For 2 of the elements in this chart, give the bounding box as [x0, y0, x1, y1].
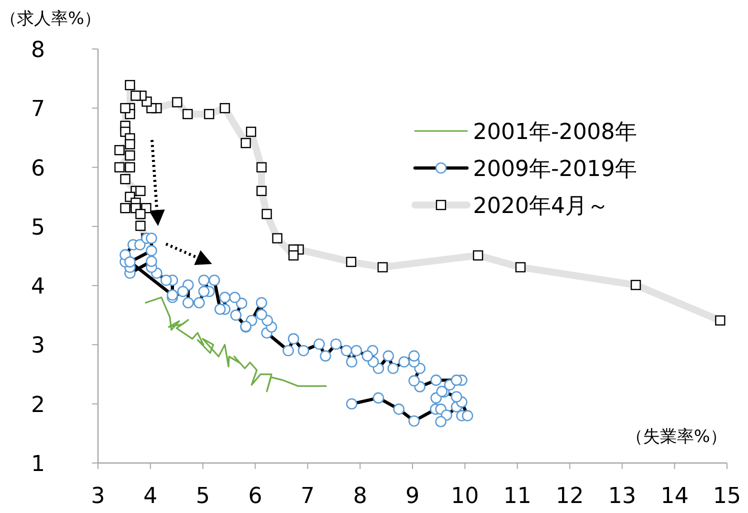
xlabel: （失業率%）: [626, 427, 727, 447]
ylabel: （求人率%）: [0, 9, 102, 29]
